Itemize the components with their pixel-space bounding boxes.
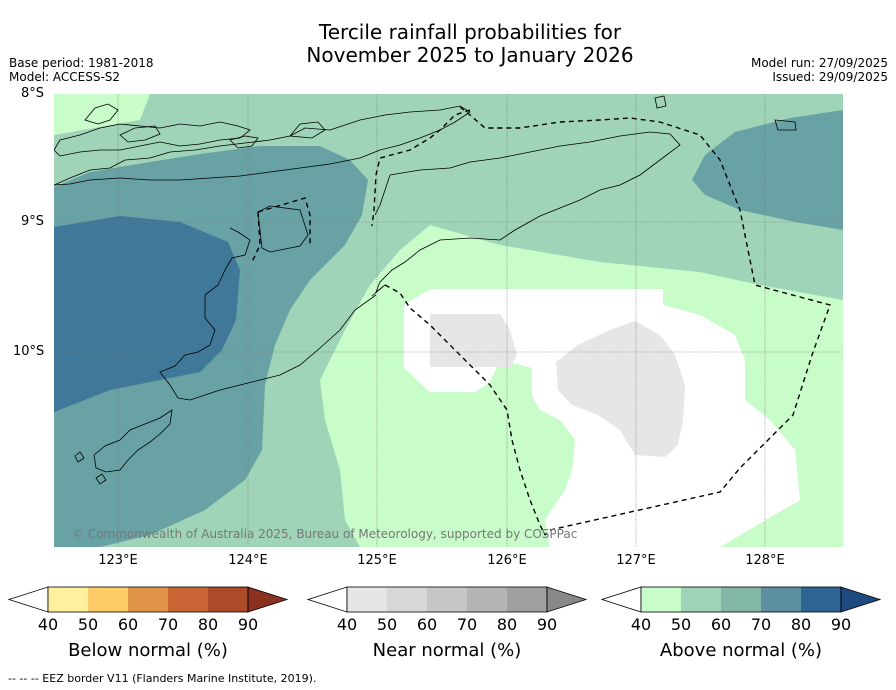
issued-date: Issued: 29/09/2025 xyxy=(772,70,888,84)
colorbar-near-tick: 50 xyxy=(376,615,398,634)
colorbar-near-bin-1 xyxy=(347,587,387,612)
colorbar-above xyxy=(600,586,882,613)
lat-label-10s: 10°S xyxy=(13,344,45,359)
colorbar-below-bin-5 xyxy=(208,587,248,612)
model-run: Model run: 27/09/2025 xyxy=(750,56,888,70)
colorbar-below-bin-4 xyxy=(168,587,208,612)
colorbar-near xyxy=(306,586,588,613)
colorbar-below-high-arrow xyxy=(247,586,289,613)
colorbar-below-tick: 90 xyxy=(237,615,259,634)
base-period: Base period: 1981-2018 xyxy=(9,56,154,70)
colorbar-near-low-arrow xyxy=(306,586,348,613)
colorbar-below xyxy=(7,586,289,613)
eez-border xyxy=(251,106,831,536)
colorbar-below-tick: 50 xyxy=(77,615,99,634)
colorbar-near-bin-3 xyxy=(427,587,467,612)
colorbar-near-tick: 70 xyxy=(456,615,478,634)
colorbar-below-title: Below normal (%) xyxy=(68,640,228,661)
coastlines xyxy=(54,95,797,485)
colorbar-near-bin-5 xyxy=(507,587,547,612)
lat-label-9s: 9°S xyxy=(21,214,45,229)
above-70-zone xyxy=(54,216,240,412)
colorbar-below-tick: 70 xyxy=(157,615,179,634)
model-name: Model: ACCESS-S2 xyxy=(9,70,121,84)
lon-label-125e: 125°E xyxy=(357,553,397,568)
colorbar-above-bin-2 xyxy=(681,587,721,612)
near-normal-zone-west xyxy=(430,314,517,367)
colorbar-near-bin-4 xyxy=(467,587,507,612)
colorbar-above-bin-4 xyxy=(761,587,801,612)
colorbar-below-bin-1 xyxy=(48,587,88,612)
colorbar-above-tick: 80 xyxy=(790,615,812,634)
colorbar-above-bin-1 xyxy=(641,587,681,612)
colorbar-below-bin-2 xyxy=(88,587,128,612)
colorbar-below-bin-3 xyxy=(128,587,168,612)
colorbar-below-tick: 40 xyxy=(37,615,59,634)
colorbar-near-tick: 90 xyxy=(536,615,558,634)
colorbar-below-tick: 60 xyxy=(117,615,139,634)
copyright-notice: © Commonwealth of Australia 2025, Bureau… xyxy=(72,527,577,541)
colorbar-near-tick: 60 xyxy=(416,615,438,634)
colorbar-near-bin-2 xyxy=(387,587,427,612)
tercile-map: © Commonwealth of Australia 2025, Bureau… xyxy=(54,94,843,547)
colorbar-near-tick: 40 xyxy=(336,615,358,634)
colorbar-above-bin-3 xyxy=(721,587,761,612)
graticule xyxy=(54,94,843,547)
colorbar-above-high-arrow xyxy=(840,586,882,613)
colorbar-above-low-arrow xyxy=(600,586,642,613)
colorbar-near-high-arrow xyxy=(546,586,588,613)
colorbar-above-tick: 40 xyxy=(630,615,652,634)
eez-footnote: -- -- -- EEZ border V11 (Flanders Marine… xyxy=(8,672,317,685)
colorbar-near-title: Near normal (%) xyxy=(372,640,522,661)
colorbar-near-tick: 80 xyxy=(496,615,518,634)
lon-label-126e: 126°E xyxy=(487,553,527,568)
above-60-zone-east xyxy=(692,110,843,230)
lon-label-127e: 127°E xyxy=(616,553,656,568)
lat-label-8s: 8°S xyxy=(21,86,45,101)
colorbar-above-tick: 50 xyxy=(670,615,692,634)
colorbar-above-tick: 90 xyxy=(830,615,852,634)
colorbar-below-low-arrow xyxy=(7,586,49,613)
lon-label-124e: 124°E xyxy=(228,553,268,568)
title-line-2: November 2025 to January 2026 xyxy=(306,43,634,67)
colorbar-above-bin-5 xyxy=(801,587,841,612)
lon-label-123e: 123°E xyxy=(98,553,138,568)
title-line-1: Tercile rainfall probabilities for xyxy=(318,20,622,44)
colorbar-below-tick: 80 xyxy=(197,615,219,634)
colorbar-above-tick: 70 xyxy=(750,615,772,634)
colorbar-above-tick: 60 xyxy=(710,615,732,634)
near-normal-zone-east xyxy=(556,321,685,457)
lon-label-128e: 128°E xyxy=(745,553,785,568)
colorbar-above-title: Above normal (%) xyxy=(659,640,823,661)
